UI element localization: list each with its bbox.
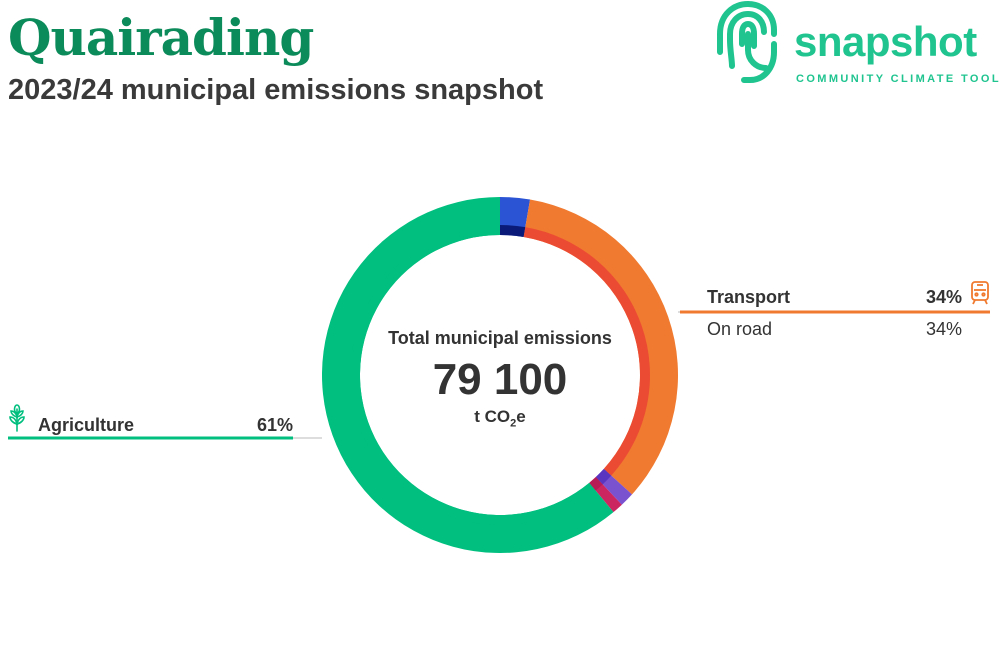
unit-suffix: e bbox=[516, 407, 526, 426]
total-label: Total municipal emissions bbox=[388, 328, 612, 348]
transport-pct: 34% bbox=[925, 287, 962, 307]
unit-prefix: t CO bbox=[474, 407, 511, 426]
page-title: Quairading bbox=[8, 8, 314, 67]
inner-slice-on-road bbox=[523, 227, 650, 476]
unit-subscript: 2 bbox=[510, 417, 517, 430]
train-icon bbox=[971, 281, 989, 305]
logo-wordmark: snapshot bbox=[794, 18, 977, 65]
total-unit: t CO2e bbox=[474, 407, 526, 430]
wheat-icon bbox=[9, 404, 25, 432]
on-road-label: On road bbox=[707, 319, 773, 339]
logo-tagline: COMMUNITY CLIMATE TOOL bbox=[796, 73, 1000, 85]
agriculture-pct: 61% bbox=[256, 415, 293, 435]
on-road-pct: 34% bbox=[925, 319, 962, 339]
total-value: 79 100 bbox=[432, 355, 568, 404]
fingerprint-logo-icon bbox=[717, 0, 777, 83]
agriculture-label: Agriculture bbox=[38, 415, 135, 435]
outer-slice-agriculture bbox=[322, 197, 614, 553]
page-subtitle: 2023/24 municipal emissions snapshot bbox=[8, 74, 544, 106]
snapshot-logo: snapshot COMMUNITY CLIMATE TOOL bbox=[714, 0, 1000, 90]
inner-slice-waste-sub bbox=[595, 468, 612, 485]
transport-label: Transport bbox=[707, 287, 791, 307]
inner-slice-industrial-sub bbox=[589, 477, 603, 491]
donut-center: Total municipal emissions 79 100 t CO2e bbox=[380, 326, 620, 434]
inner-slice-electricity bbox=[500, 225, 526, 238]
